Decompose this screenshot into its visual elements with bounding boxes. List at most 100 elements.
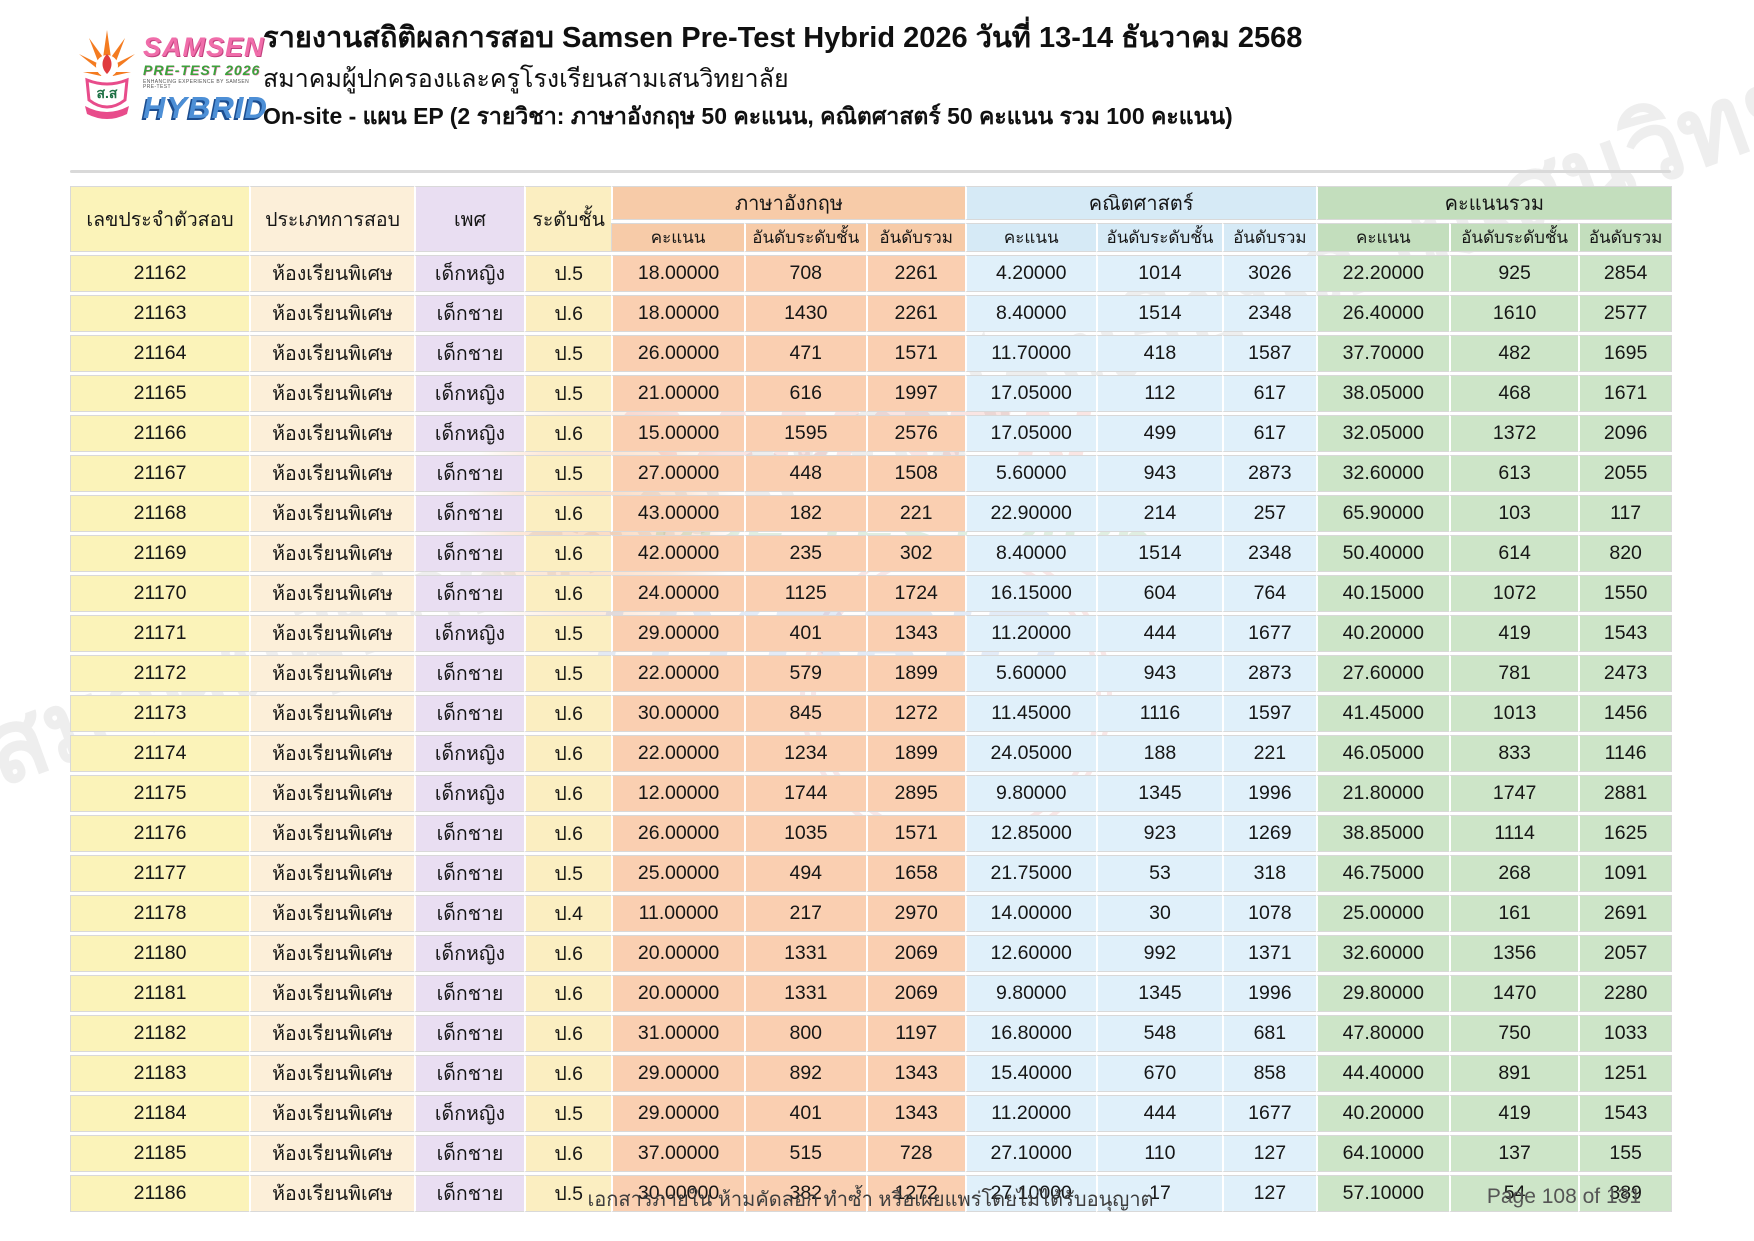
eng-score-cell: 30.00000 [611,1175,744,1212]
logo-samsen-text: SAMSEN [143,32,265,62]
total-overall-rank-cell: 1550 [1578,575,1672,612]
math-overall-rank-cell: 2873 [1222,655,1316,692]
column-header-2: เพศ [413,186,524,252]
eng-score-cell: 29.00000 [611,1095,744,1132]
total-score-cell: 40.15000 [1315,575,1449,612]
total-score-cell: 32.05000 [1315,415,1449,452]
math-class-rank-cell: 943 [1095,455,1223,492]
exam-type-cell: ห้องเรียนพิเศษ [249,375,414,412]
math-class-rank-cell: 1345 [1095,775,1223,812]
total-score-cell: 38.85000 [1315,815,1449,852]
math-class-rank-cell: 1116 [1095,695,1223,732]
exam-type-cell: ห้องเรียนพิเศษ [249,495,414,532]
math-class-rank-cell: 110 [1095,1135,1223,1172]
sub-header-total-0: คะแนน [1315,223,1449,252]
total-score-cell: 32.60000 [1315,935,1449,972]
total-overall-rank-cell: 1033 [1578,1015,1672,1052]
logo-pretest-text: PRE-TEST 2026 [143,62,261,78]
exam-id-cell: 21162 [70,255,250,292]
grade-cell: ป.6 [523,295,612,332]
total-overall-rank-cell: 1543 [1578,1095,1672,1132]
eng-overall-rank-cell: 1571 [865,335,965,372]
eng-overall-rank-cell: 221 [865,495,965,532]
table-row: 21170 ห้องเรียนพิเศษ เด็กชาย ป.6 24.00000 112… [70,575,1672,612]
total-overall-rank-cell: 2280 [1578,975,1672,1012]
math-overall-rank-cell: 1996 [1222,775,1316,812]
gender-cell: เด็กชาย [413,335,524,372]
eng-score-cell: 22.00000 [611,655,744,692]
group-header-eng: ภาษาอังกฤษ [611,186,965,220]
column-header-1: ประเภทการสอบ [249,186,414,252]
sub-header-eng-0: คะแนน [611,223,744,252]
table-row: 21183 ห้องเรียนพิเศษ เด็กชาย ป.6 29.00000 892… [70,1055,1672,1092]
eng-class-rank-cell: 579 [743,655,866,692]
grade-cell: ป.4 [523,895,612,932]
math-class-rank-cell: 499 [1095,415,1223,452]
eng-class-rank-cell: 800 [743,1015,866,1052]
exam-type-cell: ห้องเรียนพิเศษ [249,415,414,452]
eng-class-rank-cell: 845 [743,695,866,732]
eng-class-rank-cell: 515 [743,1135,866,1172]
total-score-cell: 25.00000 [1315,895,1449,932]
gender-cell: เด็กชาย [413,895,524,932]
total-class-rank-cell: 1470 [1448,975,1579,1012]
total-overall-rank-cell: 155 [1578,1135,1672,1172]
total-overall-rank-cell: 1695 [1578,335,1672,372]
eng-score-cell: 37.00000 [611,1135,744,1172]
total-score-cell: 37.70000 [1315,335,1449,372]
total-class-rank-cell: 1114 [1448,815,1579,852]
eng-score-cell: 29.00000 [611,1055,744,1092]
eng-score-cell: 20.00000 [611,975,744,1012]
exam-type-cell: ห้องเรียนพิเศษ [249,935,414,972]
exam-id-cell: 21167 [70,455,250,492]
exam-id-cell: 21174 [70,735,250,772]
exam-type-cell: ห้องเรียนพิเศษ [249,1015,414,1052]
total-class-rank-cell: 419 [1448,615,1579,652]
table-row: 21180 ห้องเรียนพิเศษ เด็กหญิง ป.6 20.00000 13… [70,935,1672,972]
eng-score-cell: 18.00000 [611,255,744,292]
sub-header-math-1: อันดับระดับชั้น [1095,223,1223,252]
math-class-rank-cell: 670 [1095,1055,1223,1092]
exam-type-cell: ห้องเรียนพิเศษ [249,1175,414,1212]
math-overall-rank-cell: 257 [1222,495,1316,532]
eng-score-cell: 25.00000 [611,855,744,892]
math-score-cell: 17.05000 [964,375,1096,412]
exam-id-cell: 21168 [70,495,250,532]
eng-class-rank-cell: 235 [743,535,866,572]
math-class-rank-cell: 992 [1095,935,1223,972]
exam-id-cell: 21170 [70,575,250,612]
total-score-cell: 40.20000 [1315,1095,1449,1132]
eng-overall-rank-cell: 2261 [865,295,965,332]
grade-cell: ป.5 [523,375,612,412]
organization-name: สมาคมผู้ปกครองและครูโรงเรียนสามเสนวิทยาล… [263,65,789,93]
table-row: 21162 ห้องเรียนพิเศษ เด็กหญิง ป.5 18.00000 70… [70,255,1672,292]
exam-type-cell: ห้องเรียนพิเศษ [249,695,414,732]
total-score-cell: 29.80000 [1315,975,1449,1012]
math-class-rank-cell: 214 [1095,495,1223,532]
eng-score-cell: 12.00000 [611,775,744,812]
exam-type-cell: ห้องเรียนพิเศษ [249,735,414,772]
math-overall-rank-cell: 1677 [1222,615,1316,652]
gender-cell: เด็กหญิง [413,935,524,972]
report-title: รายงานสถิติผลการสอบ Samsen Pre-Test Hybr… [263,22,1303,54]
confidentiality-notice: เอกสารภายใน ห้ามคัดลอก ทำซ้ำ หรือเผยแพร่… [587,1189,1154,1211]
math-overall-rank-cell: 221 [1222,735,1316,772]
eng-overall-rank-cell: 1343 [865,615,965,652]
total-class-rank-cell: 419 [1448,1095,1579,1132]
gender-cell: เด็กชาย [413,1055,524,1092]
table-row: 21185 ห้องเรียนพิเศษ เด็กชาย ป.6 37.00000 515… [70,1135,1672,1172]
eng-class-rank-cell: 401 [743,615,866,652]
exam-type-cell: ห้องเรียนพิเศษ [249,975,414,1012]
math-overall-rank-cell: 617 [1222,375,1316,412]
math-class-rank-cell: 53 [1095,855,1223,892]
grade-cell: ป.5 [523,1095,612,1132]
column-header-0: เลขประจำตัวสอบ [70,186,250,252]
eng-class-rank-cell: 1331 [743,935,866,972]
eng-score-cell: 43.00000 [611,495,744,532]
total-class-rank-cell: 1610 [1448,295,1579,332]
eng-score-cell: 26.00000 [611,335,744,372]
exam-type-cell: ห้องเรียนพิเศษ [249,615,414,652]
total-class-rank-cell: 161 [1448,895,1579,932]
eng-score-cell: 29.00000 [611,615,744,652]
total-overall-rank-cell: 2691 [1578,895,1672,932]
